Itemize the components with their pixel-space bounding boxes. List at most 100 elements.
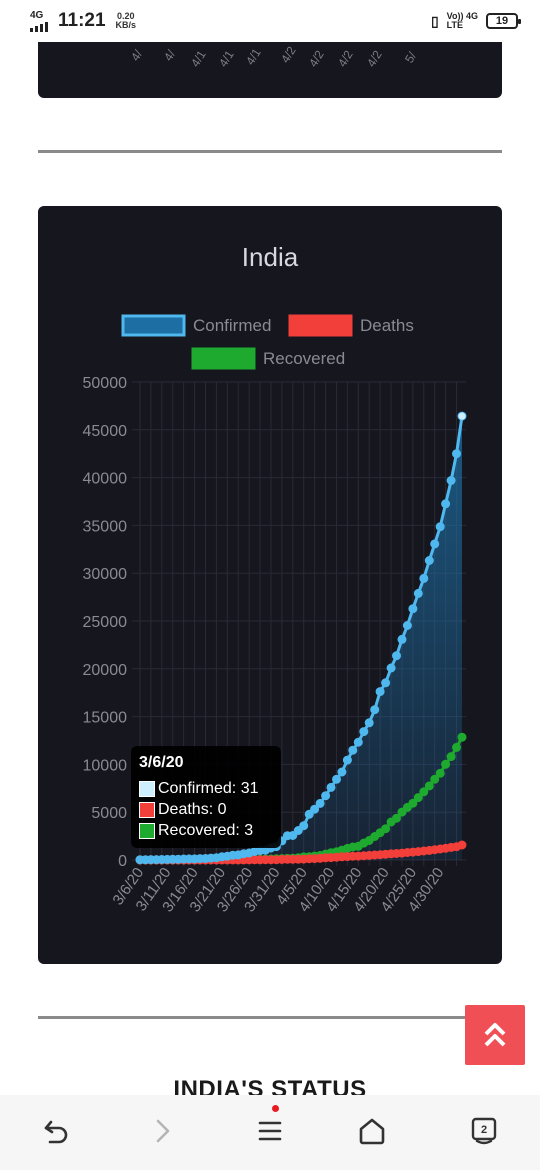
confirmed-point[interactable] — [300, 822, 308, 830]
recovered-point[interactable] — [458, 733, 466, 741]
confirmed-point[interactable] — [360, 728, 368, 736]
confirmed-point[interactable] — [393, 652, 401, 660]
prev-tick-label: 4/1 — [188, 48, 209, 70]
tooltip-row-deaths: Deaths: 0 — [139, 799, 273, 820]
confirmed-point[interactable] — [349, 746, 357, 754]
legend-item-confirmed[interactable]: Confirmed — [123, 316, 271, 335]
tabs-button[interactable]: 2 — [464, 1111, 504, 1151]
bottom-nav: 2 — [0, 1095, 540, 1170]
confirmed-point[interactable] — [338, 768, 346, 776]
legend-label-recovered: Recovered — [263, 349, 345, 368]
confirmed-point[interactable] — [371, 706, 379, 714]
recovered-point[interactable] — [425, 782, 433, 790]
tabs-count: 2 — [481, 1124, 487, 1136]
y-tick-label: 45000 — [83, 423, 128, 440]
legend-label-deaths: Deaths — [360, 316, 414, 335]
recovered-point[interactable] — [453, 743, 461, 751]
scroll-to-top-button[interactable] — [465, 1005, 525, 1065]
tabs-icon: 2 — [469, 1116, 499, 1146]
forward-button[interactable] — [142, 1111, 182, 1151]
recovered-point[interactable] — [442, 760, 450, 768]
recovered-point[interactable] — [382, 825, 390, 833]
confirmed-point[interactable] — [333, 775, 341, 783]
india-chart: India Confirmed Deaths Recovered 50000 45… — [38, 206, 502, 964]
confirmed-point[interactable] — [431, 540, 439, 548]
prev-tick-label: 4/2 — [335, 48, 356, 70]
y-tick-label: 20000 — [83, 662, 128, 679]
legend-item-deaths[interactable]: Deaths — [290, 316, 414, 335]
confirmed-point[interactable] — [354, 738, 362, 746]
volte-bottom: LTE — [447, 21, 478, 30]
confirmed-point[interactable] — [420, 574, 428, 582]
home-icon — [357, 1116, 387, 1146]
vibrate-icon: ▯ — [431, 13, 439, 30]
legend: Confirmed Deaths Recovered — [123, 316, 414, 368]
prev-tick-label: 4/2 — [364, 48, 385, 70]
deaths-point[interactable] — [458, 841, 466, 849]
x-axis: 3/6/203/11/203/16/203/21/203/26/203/31/2… — [109, 865, 447, 916]
back-icon — [42, 1117, 70, 1145]
back-button[interactable] — [36, 1111, 76, 1151]
confirmed-point[interactable] — [409, 605, 417, 613]
confirmed-point[interactable] — [447, 477, 455, 485]
network-type: 4G — [30, 11, 48, 20]
confirmed-point[interactable] — [316, 799, 324, 807]
forward-icon — [148, 1117, 176, 1145]
confirmed-point[interactable] — [425, 557, 433, 565]
confirmed-point[interactable] — [327, 783, 335, 791]
chart-title: India — [242, 242, 299, 272]
confirmed-point[interactable] — [403, 622, 411, 630]
y-tick-label: 35000 — [83, 518, 128, 535]
battery-level: 19 — [496, 15, 508, 27]
confirmed-point[interactable] — [414, 589, 422, 597]
clock: 11:21 — [58, 10, 106, 32]
tooltip-swatch-confirmed — [139, 781, 155, 797]
tooltip-swatch-deaths — [139, 802, 155, 818]
status-bar: 4G 11:21 0.20 KB/s ▯ Vo)) 4G LTE 19 — [0, 0, 540, 42]
y-tick-label: 25000 — [83, 614, 128, 631]
prev-tick-label: 4/ — [161, 48, 178, 64]
prev-tick-label: 4/2 — [278, 44, 299, 66]
recovered-point[interactable] — [447, 753, 455, 761]
india-chart-card: India Confirmed Deaths Recovered 50000 45… — [38, 206, 502, 964]
tooltip-row-recovered: Recovered: 3 — [139, 820, 273, 841]
y-axis: 50000 45000 40000 35000 30000 25000 20000 15000… — [83, 375, 128, 870]
y-tick-label: 15000 — [83, 710, 128, 727]
confirmed-point[interactable] — [453, 450, 461, 458]
confirmed-point[interactable] — [376, 688, 384, 696]
tooltip-date: 3/6/20 — [139, 754, 273, 772]
home-button[interactable] — [352, 1111, 392, 1151]
menu-button[interactable] — [250, 1111, 290, 1151]
network-speed: 0.20 KB/s — [116, 12, 137, 30]
notification-dot — [272, 1105, 279, 1112]
confirmed-point[interactable] — [382, 679, 390, 687]
tooltip-confirmed: Confirmed: 31 — [158, 780, 259, 798]
confirmed-point[interactable] — [387, 664, 395, 672]
confirmed-point[interactable] — [436, 523, 444, 531]
confirmed-point[interactable] — [398, 635, 406, 643]
confirmed-point[interactable] — [365, 719, 373, 727]
tooltip-swatch-recovered — [139, 823, 155, 839]
y-tick-label: 30000 — [83, 566, 128, 583]
prev-tick-label: 4/1 — [216, 48, 237, 70]
confirmed-point[interactable] — [458, 412, 466, 420]
recovered-point[interactable] — [436, 769, 444, 777]
tooltip-recovered: Recovered: 3 — [158, 822, 253, 840]
confirmed-point[interactable] — [322, 792, 330, 800]
y-tick-label: 50000 — [83, 375, 128, 392]
menu-icon — [256, 1117, 284, 1145]
confirmed-point[interactable] — [343, 756, 351, 764]
legend-label-confirmed: Confirmed — [193, 316, 271, 335]
prev-tick-label: 4/1 — [243, 46, 264, 68]
legend-item-recovered[interactable]: Recovered — [193, 349, 345, 368]
y-tick-label: 40000 — [83, 471, 128, 488]
legend-swatch-confirmed — [123, 316, 184, 335]
previous-chart-card: 4/ 4/ 4/1 4/1 4/1 4/2 4/2 4/2 4/2 5/ — [38, 42, 502, 98]
confirmed-point[interactable] — [442, 500, 450, 508]
prev-tick-label: 4/ — [128, 48, 145, 64]
chart-tooltip: 3/6/20 Confirmed: 31 Deaths: 0 Recovered… — [131, 746, 281, 848]
y-tick-label: 5000 — [91, 805, 127, 822]
signal-icon — [30, 20, 48, 32]
divider — [38, 1016, 502, 1019]
